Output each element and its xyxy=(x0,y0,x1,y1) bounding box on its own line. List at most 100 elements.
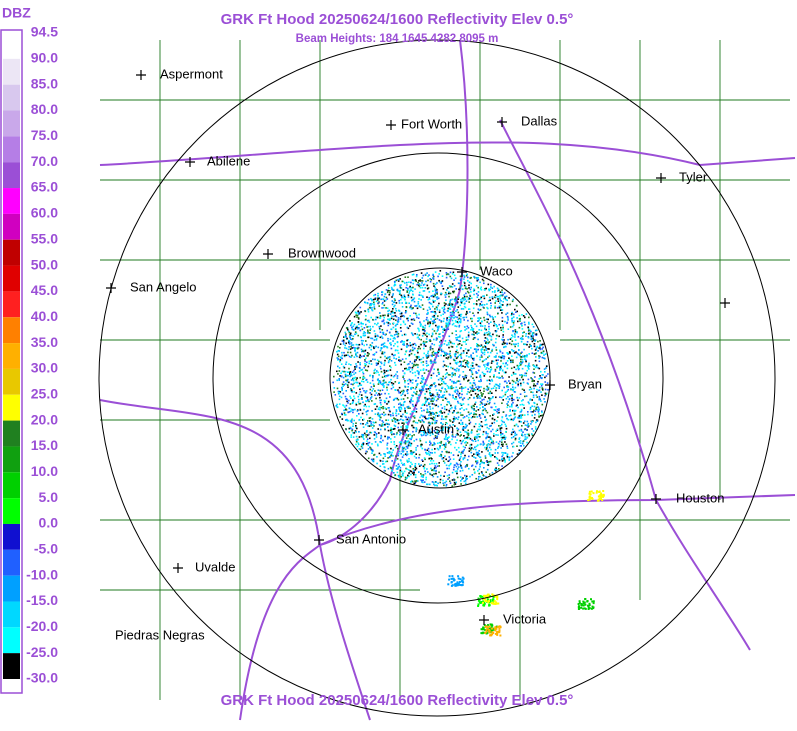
echo-pixel xyxy=(470,432,473,434)
echo-pixel xyxy=(383,414,385,417)
echo-pixel xyxy=(393,406,395,408)
echo-pixel xyxy=(418,419,420,422)
echo-pixel xyxy=(422,328,424,331)
echo-pixel xyxy=(354,327,357,330)
echo-pixel xyxy=(416,307,419,310)
echo-pixel xyxy=(468,397,471,399)
echo-pixel xyxy=(337,355,340,358)
echo-pixel xyxy=(391,460,393,462)
echo-pixel xyxy=(424,470,426,473)
echo-pixel xyxy=(406,346,408,348)
echo-pixel xyxy=(396,419,399,421)
echo-pixel xyxy=(490,335,493,338)
footer-title: GRK Ft Hood 20250624/1600 Reflectivity E… xyxy=(221,692,574,709)
echo-pixel xyxy=(430,318,432,320)
echo-pixel xyxy=(514,410,516,412)
echo-pixel xyxy=(394,325,397,327)
echo-pixel xyxy=(484,404,486,406)
echo-pixel xyxy=(452,322,455,325)
echo-pixel xyxy=(468,298,471,300)
echo-pixel xyxy=(516,331,518,333)
echo-pixel xyxy=(474,465,477,468)
echo-pixel xyxy=(419,325,422,327)
echo-pixel xyxy=(400,298,402,301)
echo-pixel xyxy=(377,383,380,385)
echo-pixel xyxy=(519,364,522,366)
echo-pixel xyxy=(347,419,350,422)
echo-pixel xyxy=(447,478,449,480)
echo-pixel xyxy=(458,343,461,345)
echo-pixel xyxy=(393,424,396,427)
echo-pixel xyxy=(462,577,465,580)
echo-pixel xyxy=(446,344,448,346)
echo-pixel xyxy=(456,339,459,341)
echo-pixel xyxy=(377,378,379,380)
echo-pixel xyxy=(444,426,447,428)
echo-pixel xyxy=(499,425,502,427)
echo-pixel xyxy=(440,391,442,393)
city-label: Aspermont xyxy=(160,66,223,81)
echo-pixel xyxy=(432,400,434,402)
echo-pixel xyxy=(416,316,418,319)
echo-pixel xyxy=(455,353,457,355)
echo-pixel xyxy=(347,371,350,373)
echo-pixel xyxy=(418,328,420,330)
echo-pixel xyxy=(584,598,587,600)
echo-pixel xyxy=(431,352,434,354)
echo-pixel xyxy=(432,350,435,353)
echo-pixel xyxy=(486,303,488,305)
echo-pixel xyxy=(453,390,456,392)
echo-pixel xyxy=(379,336,382,339)
echo-pixel xyxy=(532,391,534,394)
echo-pixel xyxy=(436,476,439,478)
echo-pixel xyxy=(333,387,336,389)
echo-pixel xyxy=(363,344,365,347)
echo-pixel xyxy=(429,384,432,387)
echo-pixel xyxy=(498,631,501,634)
echo-pixel xyxy=(384,293,386,296)
echo-pixel xyxy=(518,318,521,320)
echo-pixel xyxy=(370,316,372,319)
echo-pixel xyxy=(442,380,445,383)
echo-pixel xyxy=(378,406,381,409)
echo-pixel xyxy=(428,430,430,433)
echo-pixel xyxy=(349,320,351,322)
echo-pixel xyxy=(350,342,353,344)
echo-pixel xyxy=(503,386,505,389)
echo-pixel xyxy=(412,273,415,276)
echo-pixel xyxy=(540,385,543,387)
echo-pixel xyxy=(346,337,348,340)
echo-pixel xyxy=(385,381,387,384)
echo-pixel xyxy=(378,432,380,434)
echo-pixel xyxy=(379,317,381,319)
echo-pixel xyxy=(382,380,385,382)
echo-pixel xyxy=(404,476,407,479)
echo-pixel xyxy=(402,289,405,291)
echo-pixel xyxy=(396,336,399,338)
echo-pixel xyxy=(501,309,504,311)
echo-pixel xyxy=(459,457,461,460)
echo-pixel xyxy=(433,295,436,298)
echo-pixel xyxy=(371,337,374,340)
echo-pixel xyxy=(520,352,522,354)
echo-pixel xyxy=(419,323,422,325)
echo-pixel xyxy=(380,454,382,456)
echo-pixel xyxy=(418,400,420,402)
echo-pixel xyxy=(364,423,367,426)
echo-pixel xyxy=(446,289,448,291)
echo-pixel xyxy=(358,311,361,314)
echo-pixel xyxy=(535,333,538,335)
echo-pixel xyxy=(452,290,454,293)
echo-pixel xyxy=(418,465,421,467)
legend-swatch xyxy=(3,343,20,369)
echo-pixel xyxy=(368,441,371,444)
echo-pixel xyxy=(372,459,375,462)
echo-pixel xyxy=(388,287,390,289)
echo-pixel xyxy=(505,425,507,427)
echo-pixel xyxy=(476,343,478,345)
echo-pixel xyxy=(467,331,470,334)
echo-pixel xyxy=(466,325,469,328)
echo-pixel xyxy=(383,372,385,375)
echo-pixel xyxy=(362,355,365,357)
echo-pixel xyxy=(485,368,487,370)
